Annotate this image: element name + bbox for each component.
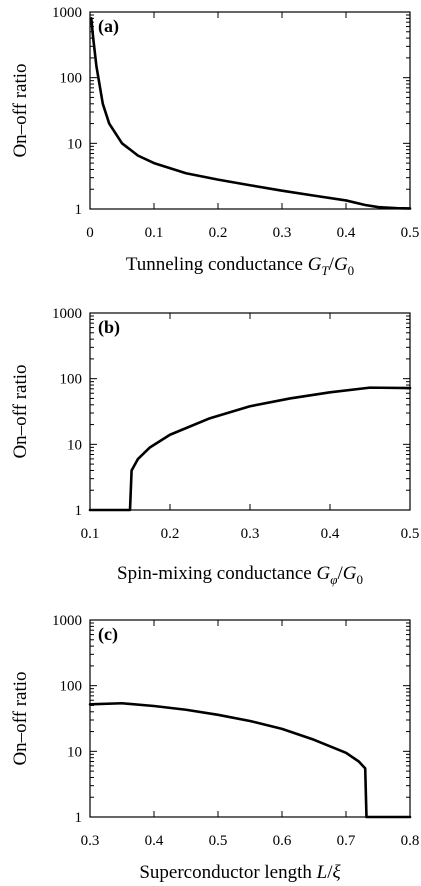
- x-tick-label: 0.5: [401, 225, 420, 241]
- y-tick-label: 1: [75, 810, 83, 826]
- panel-label: (b): [98, 317, 120, 338]
- x-tick-label: 0: [86, 225, 94, 241]
- x-tick-label: 0.3: [273, 225, 292, 241]
- data-curve: [88, 701, 412, 819]
- x-axis-slash: /: [337, 563, 343, 584]
- y-axis-label: On–off ratio: [10, 671, 31, 765]
- x-axis-symbol: ξ: [333, 862, 342, 883]
- x-axis-label: Tunneling conductance GT/G0: [126, 254, 354, 278]
- x-tick-label: 0.4: [145, 833, 164, 849]
- x-tick-label: 0.5: [209, 833, 228, 849]
- data-curve: [88, 386, 412, 512]
- x-tick-label: 0.2: [209, 225, 228, 241]
- x-axis-label: Superconductor length L/ξ: [139, 862, 341, 883]
- x-axis-label-text: Spin-mixing conductance: [117, 563, 316, 584]
- x-axis-symbol: G: [343, 563, 357, 584]
- y-tick-label: 1: [75, 503, 83, 519]
- x-axis-subscript: 0: [348, 263, 355, 278]
- y-tick-label: 10: [67, 136, 82, 152]
- y-tick-label: 100: [60, 71, 83, 87]
- plot-frame: [89, 11, 411, 210]
- x-tick-label: 0.4: [337, 225, 356, 241]
- y-tick-label: 10: [67, 437, 82, 453]
- y-tick-label: 1000: [52, 5, 82, 21]
- x-axis-label-text: Superconductor length: [139, 862, 316, 883]
- x-axis-subscript: 0: [356, 572, 363, 587]
- y-axis-label: On–off ratio: [10, 364, 31, 458]
- y-tick-label: 100: [60, 679, 83, 695]
- x-axis-slash: /: [329, 254, 335, 275]
- data-curve: [89, 17, 412, 210]
- x-tick-label: 0.1: [81, 526, 100, 542]
- panel-1: 0.1 0.2 0.3 0.4 0.5 1 10 100 1000 (b) On–off ratio…: [10, 306, 419, 587]
- x-tick-label: 0.3: [81, 833, 100, 849]
- x-axis-symbol: L: [316, 862, 328, 883]
- x-tick-label: 0.2: [161, 526, 180, 542]
- x-axis-label-text: Tunneling conductance: [126, 254, 308, 275]
- x-tick-label: 0.4: [321, 526, 340, 542]
- x-axis-subscript: φ: [330, 572, 337, 587]
- x-tick-label: 0.5: [401, 526, 420, 542]
- x-axis-label: Spin-mixing conductance Gφ/G0: [117, 563, 363, 587]
- x-tick-label: 0.6: [273, 833, 292, 849]
- y-tick-label: 1000: [52, 306, 82, 322]
- plot-frame: [89, 619, 411, 818]
- y-tick-label: 100: [60, 372, 83, 388]
- y-axis-label: On–off ratio: [10, 63, 31, 157]
- x-tick-label: 0.3: [241, 526, 260, 542]
- panel-label: (c): [98, 624, 118, 645]
- y-tick-label: 1000: [52, 613, 82, 629]
- panel-0: 0 0.1 0.2 0.3 0.4 0.5 1 10 100 1000 (a) On–off rati…: [10, 5, 419, 278]
- panel-label: (a): [98, 16, 119, 37]
- x-tick-label: 0.7: [337, 833, 356, 849]
- panel-2: 0.3 0.4 0.5 0.6 0.7 0.8 1 10 100 1000 (c) On–off ra…: [10, 613, 419, 883]
- x-tick-label: 0.8: [401, 833, 420, 849]
- y-tick-label: 10: [67, 744, 82, 760]
- x-axis-slash: /: [327, 862, 333, 883]
- x-tick-label: 0.1: [145, 225, 164, 241]
- plot-frame: [89, 312, 411, 511]
- x-axis-symbol: G: [308, 254, 322, 275]
- y-tick-label: 1: [75, 202, 83, 218]
- x-axis-symbol: G: [317, 563, 331, 584]
- x-axis-symbol: G: [334, 254, 348, 275]
- x-axis-subscript: T: [321, 263, 329, 278]
